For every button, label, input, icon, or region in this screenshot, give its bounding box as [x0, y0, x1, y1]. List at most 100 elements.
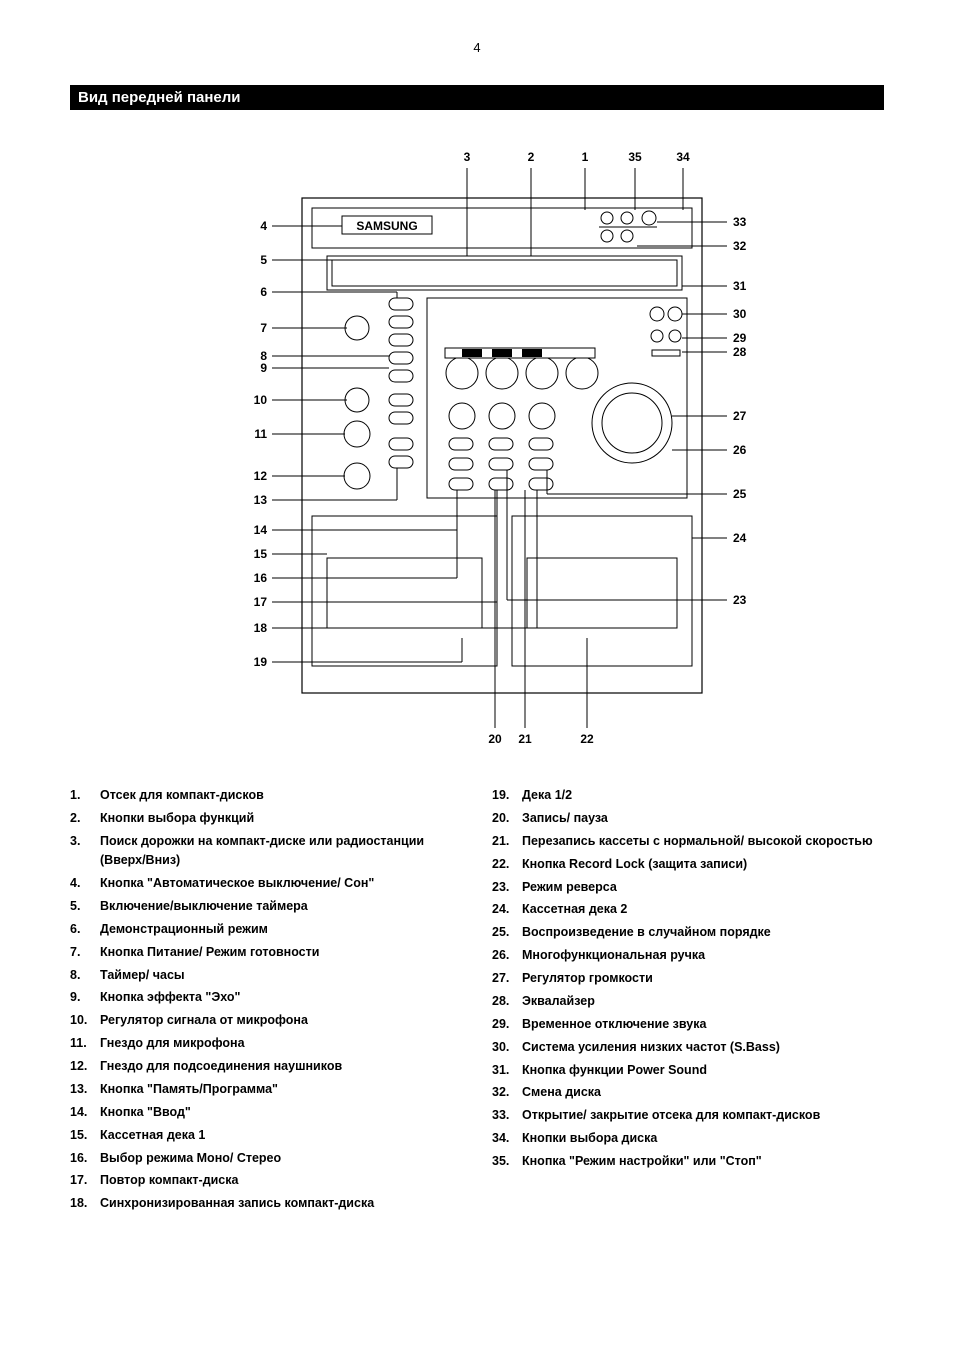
legend-number: 24. — [492, 900, 522, 919]
legend-item: 33.Открытие/ закрытие отсека для компакт… — [492, 1106, 884, 1125]
legend-item: 2.Кнопки выбора функций — [70, 809, 462, 828]
legend-text: Эквалайзер — [522, 992, 884, 1011]
legend-item: 24.Кассетная дека 2 — [492, 900, 884, 919]
legend-item: 34.Кнопки выбора диска — [492, 1129, 884, 1148]
legend-item: 23.Режим реверса — [492, 878, 884, 897]
legend-number: 1. — [70, 786, 100, 805]
legend-item: 28.Эквалайзер — [492, 992, 884, 1011]
legend-text: Кнопка эффекта "Эхо" — [100, 988, 462, 1007]
callout-32: 32 — [733, 239, 746, 253]
legend-text: Кнопки выбора диска — [522, 1129, 884, 1148]
legend-text: Открытие/ закрытие отсека для компакт-ди… — [522, 1106, 884, 1125]
legend-number: 26. — [492, 946, 522, 965]
legend-number: 30. — [492, 1038, 522, 1057]
legend-text: Кнопка "Режим настройки" или "Стоп" — [522, 1152, 884, 1171]
legend-number: 23. — [492, 878, 522, 897]
legend-text: Система усиления низких частот (S.Bass) — [522, 1038, 884, 1057]
legend-text: Гнездо для микрофона — [100, 1034, 462, 1053]
callout-11: 11 — [254, 427, 267, 441]
legend-text: Отсек для компакт-дисков — [100, 786, 462, 805]
callout-29: 29 — [733, 331, 746, 345]
legend-number: 35. — [492, 1152, 522, 1171]
page-number: 4 — [70, 40, 884, 55]
legend-text: Демонстрационный режим — [100, 920, 462, 939]
callout-27: 27 — [733, 409, 746, 423]
legend-number: 34. — [492, 1129, 522, 1148]
legend-item: 32.Смена диска — [492, 1083, 884, 1102]
legend-item: 5.Включение/выключение таймера — [70, 897, 462, 916]
legend-item: 9.Кнопка эффекта "Эхо" — [70, 988, 462, 1007]
callout-33: 33 — [733, 215, 746, 229]
legend-number: 15. — [70, 1126, 100, 1145]
callout-21: 21 — [518, 732, 531, 746]
legend-number: 27. — [492, 969, 522, 988]
legend-number: 12. — [70, 1057, 100, 1076]
callout-18: 18 — [254, 621, 267, 635]
callout-3: 3 — [464, 150, 471, 164]
callout-35: 35 — [628, 150, 641, 164]
legend-item: 3.Поиск дорожки на компакт-диске или рад… — [70, 832, 462, 871]
legend-number: 5. — [70, 897, 100, 916]
callout-26: 26 — [733, 443, 746, 457]
legend-text: Смена диска — [522, 1083, 884, 1102]
legend-text: Кнопка "Память/Программа" — [100, 1080, 462, 1099]
legend: 1.Отсек для компакт-дисков 2.Кнопки выбор… — [70, 786, 884, 1217]
callout-13: 13 — [254, 493, 267, 507]
legend-number: 25. — [492, 923, 522, 942]
legend-item: 19.Дека 1/2 — [492, 786, 884, 805]
callout-25: 25 — [733, 487, 746, 501]
legend-text: Таймер/ часы — [100, 966, 462, 985]
callout-12: 12 — [254, 469, 267, 483]
legend-text: Поиск дорожки на компакт-диске или радио… — [100, 832, 462, 871]
legend-item: 35.Кнопка "Режим настройки" или "Стоп" — [492, 1152, 884, 1171]
legend-text: Перезапись кассеты с нормальной/ высокой… — [522, 832, 884, 851]
section-header: Вид передней панели — [70, 85, 884, 110]
legend-text: Кнопка "Ввод" — [100, 1103, 462, 1122]
callout-20: 20 — [488, 732, 501, 746]
callout-22: 22 — [580, 732, 593, 746]
callout-14: 14 — [254, 523, 267, 537]
callout-28: 28 — [733, 345, 746, 359]
legend-text: Многофункциональная ручка — [522, 946, 884, 965]
callout-31: 31 — [733, 279, 746, 293]
legend-number: 31. — [492, 1061, 522, 1080]
legend-item: 6.Демонстрационный режим — [70, 920, 462, 939]
legend-text: Кнопка "Автоматическое выключение/ Сон" — [100, 874, 462, 893]
legend-number: 3. — [70, 832, 100, 871]
legend-right-column: 19.Дека 1/2 20.Запись/ пауза 21.Перезапись… — [492, 786, 884, 1217]
legend-number: 20. — [492, 809, 522, 828]
legend-number: 28. — [492, 992, 522, 1011]
legend-number: 9. — [70, 988, 100, 1007]
legend-text: Кнопка функции Power Sound — [522, 1061, 884, 1080]
legend-item: 26.Многофункциональная ручка — [492, 946, 884, 965]
legend-item: 4.Кнопка "Автоматическое выключение/ Сон… — [70, 874, 462, 893]
callout-6: 6 — [260, 285, 267, 299]
legend-item: 22.Кнопка Record Lock (защита записи) — [492, 855, 884, 874]
legend-text: Кассетная дека 2 — [522, 900, 884, 919]
legend-item: 14.Кнопка "Ввод" — [70, 1103, 462, 1122]
callout-5: 5 — [260, 253, 267, 267]
legend-text: Синхронизированная запись компакт-диска — [100, 1194, 462, 1213]
legend-item: 25.Воспроизведение в случайном порядке — [492, 923, 884, 942]
legend-item: 11.Гнездо для микрофона — [70, 1034, 462, 1053]
legend-text: Воспроизведение в случайном порядке — [522, 923, 884, 942]
legend-item: 27.Регулятор громкости — [492, 969, 884, 988]
legend-number: 8. — [70, 966, 100, 985]
legend-item: 20.Запись/ пауза — [492, 809, 884, 828]
legend-number: 7. — [70, 943, 100, 962]
legend-text: Временное отключение звука — [522, 1015, 884, 1034]
callout-9: 9 — [260, 361, 267, 375]
legend-text: Кассетная дека 1 — [100, 1126, 462, 1145]
legend-number: 18. — [70, 1194, 100, 1213]
callout-2: 2 — [528, 150, 535, 164]
legend-number: 11. — [70, 1034, 100, 1053]
callout-10: 10 — [254, 393, 267, 407]
legend-number: 19. — [492, 786, 522, 805]
legend-item: 1.Отсек для компакт-дисков — [70, 786, 462, 805]
legend-item: 15.Кассетная дека 1 — [70, 1126, 462, 1145]
legend-number: 17. — [70, 1171, 100, 1190]
front-panel-diagram: SAMSUNG — [127, 138, 827, 758]
legend-item: 21.Перезапись кассеты с нормальной/ высо… — [492, 832, 884, 851]
legend-item: 13.Кнопка "Память/Программа" — [70, 1080, 462, 1099]
legend-text: Повтор компакт-диска — [100, 1171, 462, 1190]
